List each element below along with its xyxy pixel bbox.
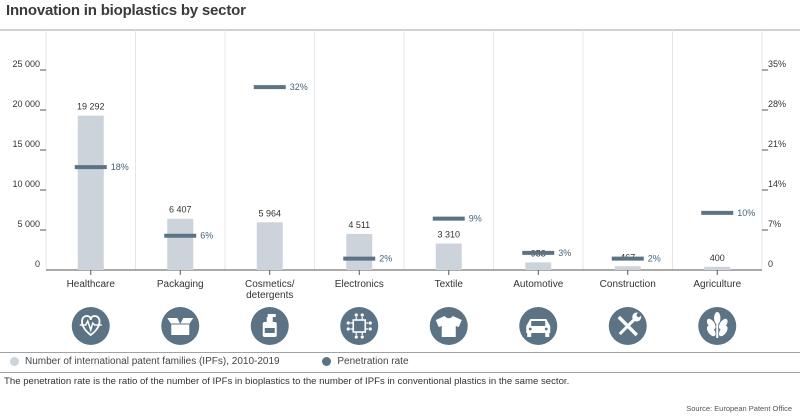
penetration-value-label: 32% [290, 82, 308, 92]
chip-pin [354, 335, 358, 339]
chip-pin [368, 321, 372, 325]
tshirt-icon [429, 307, 468, 345]
tree-leaf [706, 325, 716, 337]
bar-ipf [614, 266, 641, 270]
box-flaps [167, 318, 194, 324]
chip-pin [354, 313, 358, 317]
legend-item-ipf: Number of international patent families … [10, 356, 280, 367]
car-wheel [545, 333, 550, 337]
right-axis-tick-label: 0 [768, 259, 773, 269]
legend-top-rule [0, 352, 800, 353]
penetration-value-label: 6% [200, 231, 213, 241]
bar-ipf [256, 222, 283, 270]
tshirt-shape [435, 316, 462, 337]
category-label: Healthcare [67, 279, 116, 290]
circuit-chip-icon [340, 307, 379, 345]
box-body [171, 324, 190, 335]
icon-circle [340, 307, 379, 345]
legend-bottom-rule [0, 372, 800, 373]
chip-pin [346, 327, 350, 331]
category-label: Construction [600, 279, 656, 290]
tools-icon [608, 307, 647, 345]
right-axis-tick-label: 21% [768, 139, 786, 149]
legend-label-ipf: Number of international patent families … [25, 356, 280, 367]
penetration-value-label: 2% [648, 254, 661, 264]
penetration-value-label: 9% [469, 214, 482, 224]
car-window [531, 321, 546, 326]
tree-leaf [718, 318, 728, 330]
chip-pin [360, 335, 364, 339]
right-axis-tick-label: 28% [768, 99, 786, 109]
tree-leaf [706, 318, 716, 330]
category-label: Cosmetics/ [245, 279, 295, 290]
bar-value-label: 400 [710, 253, 725, 263]
category-label: Automotive [513, 279, 563, 290]
tree-leaf [714, 312, 721, 324]
tree-leaf [718, 325, 728, 337]
penetration-value-label: 10% [737, 208, 755, 218]
car-headlight [544, 327, 548, 331]
category-label: Electronics [335, 279, 384, 290]
bottle-neck [266, 317, 273, 322]
bar-ipf [704, 266, 731, 270]
legend-label-rate: Penetration rate [337, 356, 409, 367]
heart-monitor-icon [71, 307, 110, 345]
chart-title: Innovation in bioplastics by sector [6, 2, 246, 19]
legend-swatch-rate [322, 357, 332, 366]
chip-pin [368, 327, 372, 331]
heart-shape [81, 315, 101, 337]
left-axis-tick-label: 0 [35, 259, 40, 269]
chip-traces [350, 317, 369, 335]
left-axis-tick-label: 5 000 [17, 219, 40, 229]
bar-value-label: 4 511 [348, 220, 370, 230]
footnote: The penetration rate is the ratio of the… [4, 376, 570, 387]
bottle-label [264, 328, 275, 333]
source-note: Source: European Patent Office [686, 404, 792, 413]
box-icon [161, 307, 200, 345]
wrench-jaw [636, 312, 641, 318]
penetration-value-label: 2% [379, 254, 392, 264]
chart-area: 0 5 000 10 000 15 000 20 000 25 000 0 7% 14% 21% 2… [0, 29, 800, 345]
legend-item-rate: Penetration rate [322, 356, 409, 367]
bar-value-label: 5 964 [258, 208, 281, 218]
right-axis-tick-label: 35% [768, 59, 786, 69]
pulse-line [79, 319, 102, 333]
category-label: Textile [435, 279, 464, 290]
chip-core [352, 319, 367, 333]
left-axis-tick-label: 15 000 [12, 139, 40, 149]
icon-circle [71, 307, 110, 345]
legend: Number of international patent families … [10, 356, 449, 369]
left-axis-tick-label: 20 000 [12, 99, 40, 109]
bar-value-label: 3 310 [437, 230, 460, 240]
chip-pin [346, 321, 350, 325]
category-label: detergents [246, 290, 293, 301]
legend-swatch-ipf [10, 357, 19, 366]
car-headlight [528, 327, 532, 331]
tree-icon [698, 307, 737, 345]
car-wheel [527, 333, 532, 337]
right-axis-tick-label: 14% [768, 179, 786, 189]
bar-ipf [77, 115, 104, 270]
chip-pin [360, 313, 364, 317]
bottle-icon [250, 307, 289, 345]
bottle-pump [267, 314, 276, 317]
bar-ipf [525, 262, 552, 270]
category-label: Packaging [157, 279, 204, 290]
bar-value-label: 19 292 [77, 102, 105, 112]
category-label: Agriculture [693, 279, 741, 290]
bar-ipf [435, 243, 462, 270]
bar-value-label: 6 407 [169, 205, 192, 215]
right-axis-tick-label: 7% [768, 219, 781, 229]
car-icon [519, 307, 558, 345]
left-axis-tick-label: 25 000 [12, 59, 40, 69]
penetration-value-label: 18% [111, 162, 129, 172]
penetration-value-label: 3% [558, 248, 571, 258]
left-axis-tick-label: 10 000 [12, 179, 40, 189]
bar-ipf [167, 218, 194, 270]
bar-ipf [346, 233, 373, 270]
